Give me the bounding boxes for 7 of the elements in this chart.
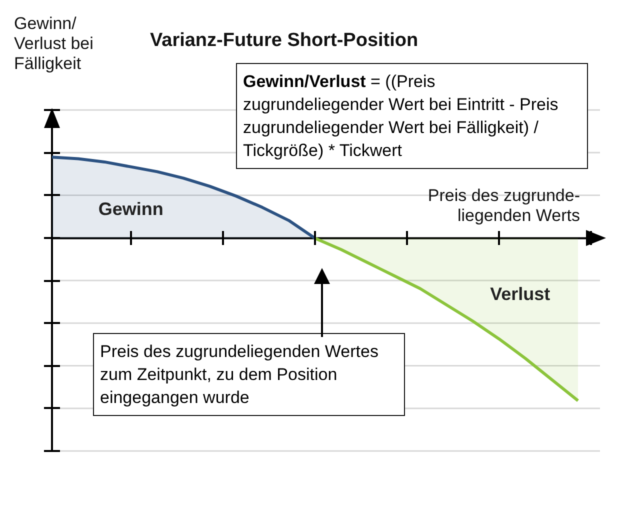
annotation: Gewinn/Verlust = ((Preis zugrundeliegender Wert bei Eintritt - Preis zugrundeliegender Wert bei Fälligkeit) / Tickgröße) * Tickwert [236,63,588,169]
series-label: Gewinn [98,198,164,219]
chart-title: Varianz-Future Short-Position [150,30,418,51]
series-label: Verlust [490,284,550,304]
y-axis-title: Gewinn/ Verlust bei Fälligkeit [14,14,94,74]
x-axis-title: Preis des zugrunde-liegenden Werts [426,186,580,226]
annotation: Preis des zugrundeliegenden Wertes zum Zeitpunkt, zu dem Position eingegangen wurde [93,333,405,416]
